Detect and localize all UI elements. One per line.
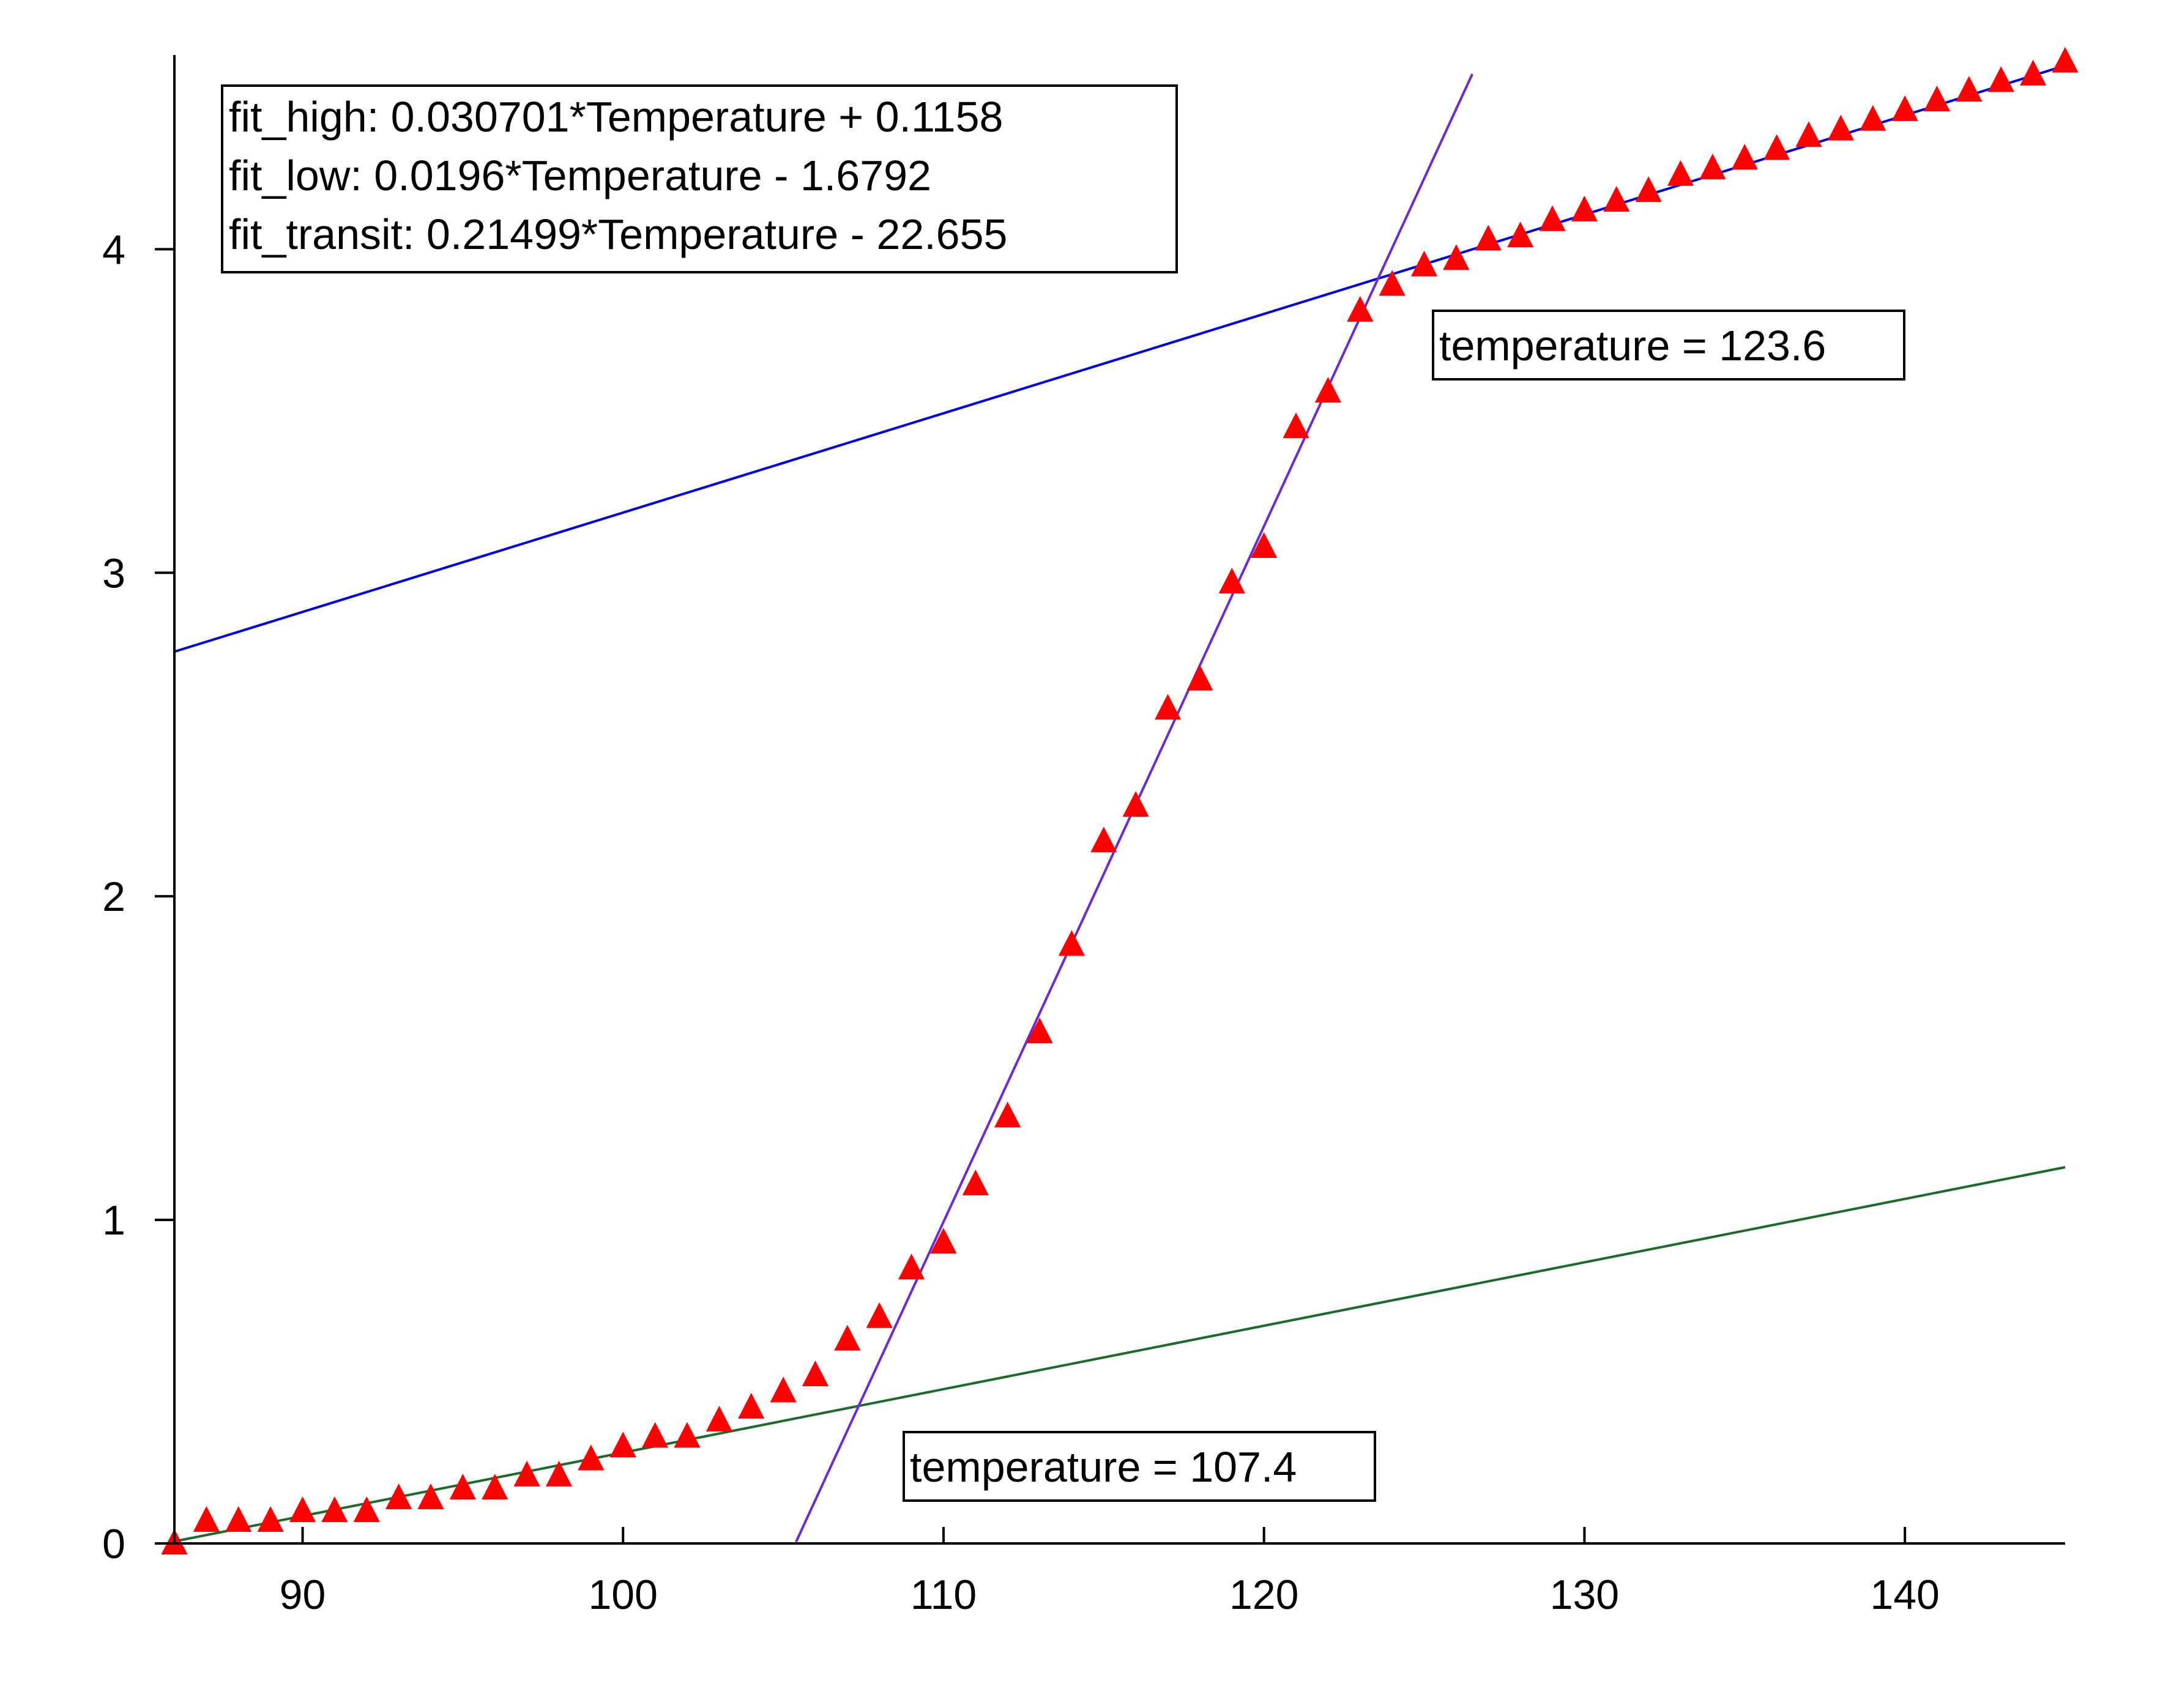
data-point-marker	[1667, 160, 1694, 186]
legend-entry-fit-high: fit_high: 0.030701*Temperature + 0.1158	[229, 93, 1003, 141]
y-tick-label: 0	[102, 1521, 125, 1567]
y-axis-ticks: 0 1 2 3 4	[102, 226, 174, 1567]
data-point-marker	[1795, 121, 1822, 147]
data-point-marker	[1283, 412, 1309, 439]
data-point-marker	[449, 1474, 476, 1500]
legend-entry-fit-transit: fit_transit: 0.21499*Temperature - 22.65…	[229, 210, 1007, 258]
data-point-marker	[1635, 176, 1662, 202]
y-tick-label: 1	[102, 1197, 125, 1244]
data-point-marker	[545, 1460, 573, 1487]
data-point-marker	[1475, 225, 1502, 251]
x-tick-label: 140	[1870, 1572, 1939, 1618]
data-point-marker	[1956, 76, 1983, 102]
data-point-marker	[1218, 568, 1245, 594]
y-tick-label: 2	[102, 874, 125, 920]
data-point-marker	[738, 1392, 765, 1419]
data-point-marker	[1507, 221, 1534, 248]
fit-lines	[174, 64, 2066, 1543]
data-point-marker	[1090, 826, 1117, 853]
data-point-marker	[1058, 930, 1086, 956]
data-point-marker	[1571, 195, 1598, 221]
data-point-marker	[802, 1360, 829, 1386]
data-point-marker	[193, 1506, 220, 1532]
data-point-marker	[482, 1474, 508, 1500]
data-point-marker	[609, 1431, 636, 1458]
x-tick-label: 100	[588, 1572, 657, 1618]
data-markers	[161, 46, 2079, 1554]
data-point-marker	[898, 1253, 925, 1280]
annotation-low-intersection: temperature = 107.4	[903, 1431, 1376, 1502]
data-point-marker	[1763, 134, 1790, 160]
annotation-label-123-6: temperature = 123.6	[1439, 322, 1826, 369]
data-point-marker	[770, 1376, 797, 1403]
data-point-marker	[1603, 186, 1630, 212]
data-point-marker	[225, 1506, 252, 1532]
data-point-marker	[1539, 205, 1566, 231]
x-tick-label: 110	[910, 1572, 977, 1618]
data-point-marker	[834, 1324, 861, 1351]
x-tick-label: 130	[1550, 1572, 1619, 1618]
data-point-marker	[2052, 46, 2079, 73]
data-point-marker	[1891, 95, 1918, 121]
data-point-marker	[994, 1101, 1021, 1127]
fit-line-fit-low	[174, 1166, 2066, 1543]
data-point-marker	[2020, 59, 2047, 86]
data-point-marker	[1186, 664, 1213, 691]
annotation-label-107-4: temperature = 107.4	[910, 1443, 1297, 1491]
data-point-marker	[353, 1496, 380, 1523]
data-point-marker	[674, 1422, 701, 1448]
data-point-marker	[962, 1169, 989, 1195]
data-point-marker	[1379, 270, 1406, 296]
data-point-marker	[257, 1506, 284, 1532]
data-point-marker	[706, 1406, 732, 1432]
data-point-marker	[641, 1422, 669, 1448]
y-tick-label: 4	[102, 226, 125, 273]
data-point-marker	[1154, 694, 1182, 720]
data-point-marker	[1314, 377, 1342, 403]
data-point-marker	[385, 1483, 412, 1509]
x-axis-ticks: 90 100 110 120 130 140	[280, 1527, 1940, 1618]
data-point-marker	[1251, 532, 1278, 558]
annotation-high-intersection: temperature = 123.6	[1432, 310, 1905, 381]
data-point-marker	[578, 1444, 605, 1471]
data-point-marker	[1699, 154, 1726, 180]
data-point-marker	[417, 1483, 444, 1509]
legend-entry-fit-low: fit_low: 0.0196*Temperature - 1.6792	[229, 152, 931, 199]
data-point-marker	[1026, 1017, 1053, 1044]
data-point-marker	[1827, 114, 1854, 141]
data-point-marker	[1923, 86, 1951, 112]
data-point-marker	[1347, 295, 1374, 322]
legend-box: fit_high: 0.030701*Temperature + 0.1158 …	[221, 84, 1178, 273]
data-point-marker	[1122, 791, 1149, 817]
x-tick-label: 120	[1229, 1572, 1298, 1618]
data-point-marker	[321, 1496, 348, 1523]
data-point-marker	[1987, 66, 2014, 92]
data-point-marker	[1731, 144, 1758, 170]
y-tick-label: 3	[102, 550, 125, 596]
data-point-marker	[1860, 105, 1886, 131]
data-point-marker	[513, 1460, 540, 1487]
data-point-marker	[289, 1496, 316, 1523]
data-point-marker	[1410, 250, 1438, 277]
data-point-marker	[866, 1302, 893, 1328]
x-tick-label: 90	[280, 1572, 326, 1618]
data-point-marker	[930, 1228, 957, 1254]
data-point-marker	[1443, 244, 1470, 270]
